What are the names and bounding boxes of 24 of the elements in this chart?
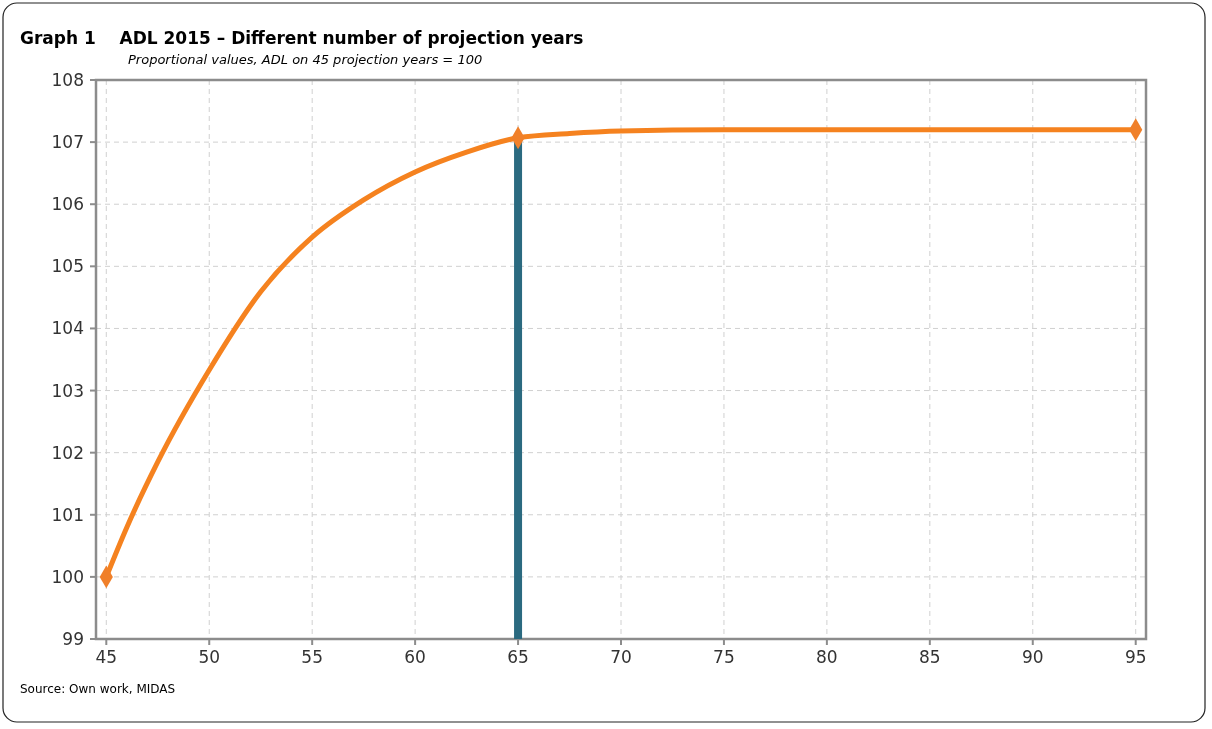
y-tick-label: 104 [51,318,84,339]
chart-title: Graph 1 ADL 2015 – Different number of projection years [20,28,584,48]
y-tick-label: 105 [51,256,84,277]
x-tick-label: 45 [95,647,118,667]
y-tick-label: 108 [51,70,84,90]
x-tick-label: 80 [816,647,838,667]
y-tick-label: 99 [62,629,84,649]
x-tick-label: 65 [507,647,529,667]
x-tick-label: 60 [404,647,426,667]
x-tick-label: 95 [1124,647,1147,667]
chart-subtitle: Proportional values, ADL on 45 projection years = 100 [128,52,483,67]
y-tick-label: 107 [51,132,84,153]
x-tick-label: 50 [198,647,221,667]
x-tick-label: 90 [1021,647,1044,667]
y-tick-label: 102 [51,442,84,463]
y-tick-label: 100 [51,566,84,587]
y-tick-label: 101 [51,504,84,525]
x-tick-label: 85 [919,647,941,667]
y-tick-label: 103 [51,380,84,401]
x-tick-label: 70 [610,647,632,667]
source-note: Source: Own work, MIDAS [20,682,176,696]
x-tick-label: 75 [713,647,735,667]
x-tick-label: 55 [301,647,323,667]
y-tick-label: 106 [51,194,84,215]
